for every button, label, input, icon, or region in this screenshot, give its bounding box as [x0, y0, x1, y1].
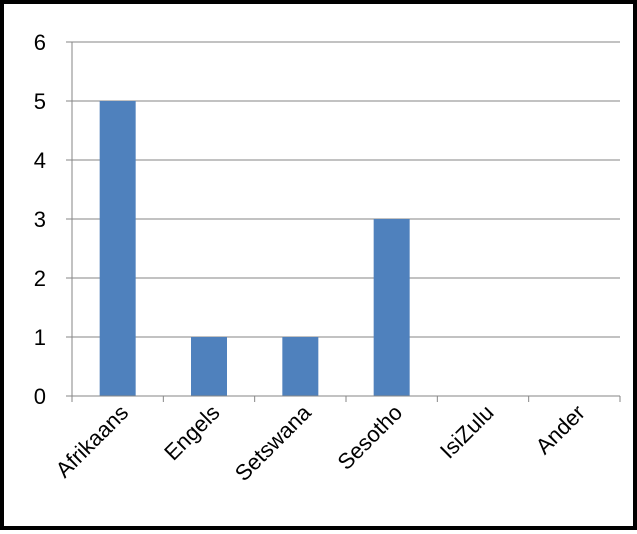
axes — [66, 41, 621, 402]
x-tick-label-setswana: Setswana — [230, 399, 317, 486]
bar-afrikaans — [99, 101, 136, 396]
bar-engels — [191, 337, 227, 396]
x-tick-label-sesotho: Sesotho — [332, 400, 407, 475]
y-tick-label: 6 — [34, 30, 46, 55]
y-tick-label: 0 — [34, 384, 46, 409]
y-tick-labels: 0 1 2 3 4 5 6 — [34, 30, 46, 409]
x-tick-labels: Afrikaans Engels Setswana Sesotho IsiZulu And… — [51, 399, 590, 486]
x-tick-label-isizulu: IsiZulu — [435, 400, 498, 463]
x-tick-label-engels: Engels — [159, 400, 224, 465]
gridlines — [72, 41, 620, 338]
bars — [99, 101, 410, 396]
y-tick-label: 2 — [34, 266, 46, 291]
x-tick-label-afrikaans: Afrikaans — [51, 400, 134, 483]
y-tick-label: 5 — [34, 89, 46, 114]
y-tick-label: 4 — [34, 148, 46, 173]
bar-sesotho — [373, 219, 410, 396]
bar-setswana — [282, 337, 319, 396]
y-tick-label: 3 — [34, 207, 46, 232]
bar-chart: 0 1 2 3 4 5 6 Afrikaans Engels Setswana Sesotho Is… — [34, 30, 621, 486]
y-tick-label: 1 — [34, 325, 46, 350]
x-tick-label-ander: Ander — [531, 400, 590, 459]
